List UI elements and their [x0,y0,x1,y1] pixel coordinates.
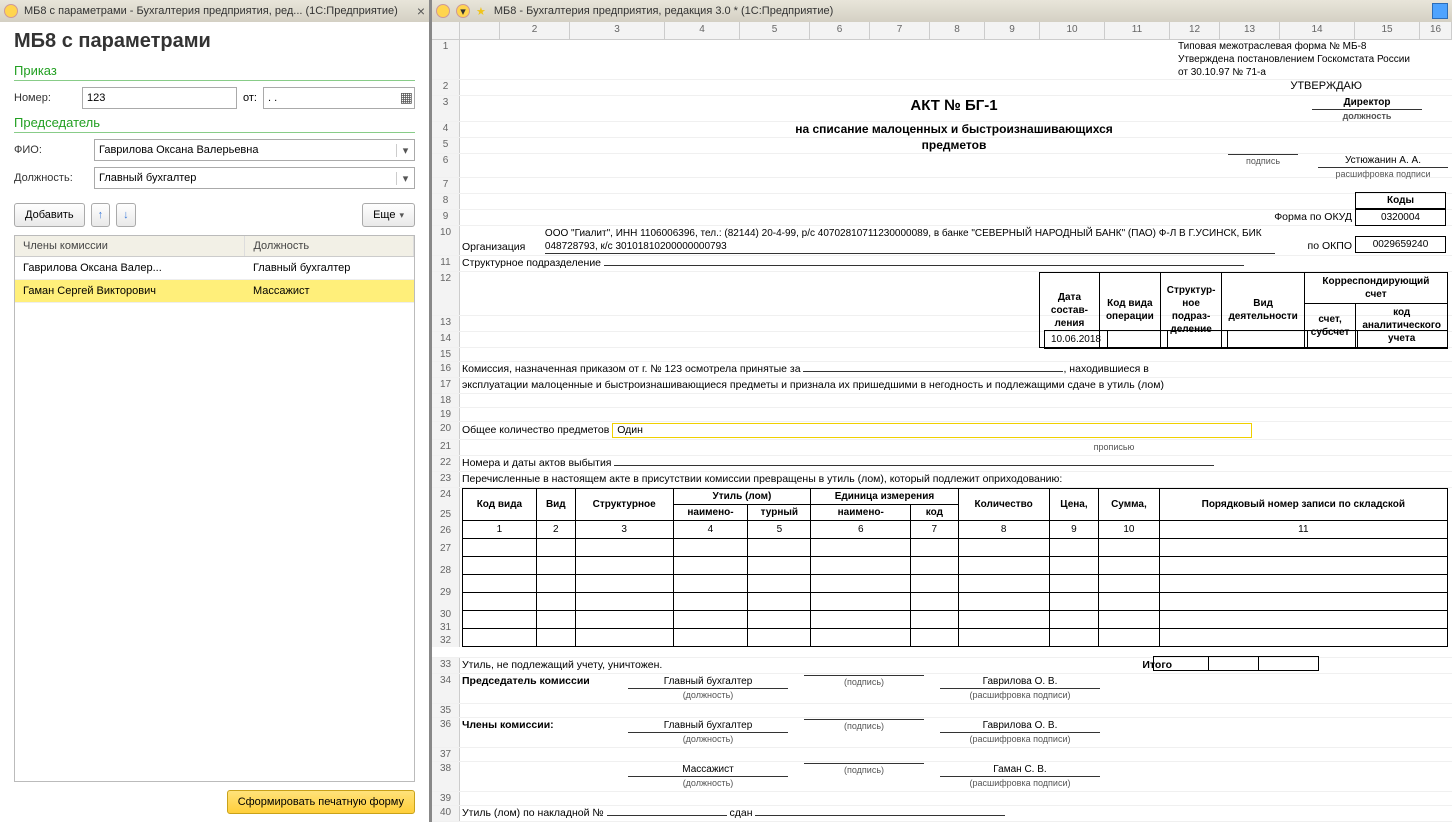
form-info: Типовая межотраслевая форма № МБ-8 [1178,40,1448,53]
members-grid[interactable]: Члены комиссии Должность Гаврилова Оксан… [14,235,415,782]
scrap-destroyed: Утиль, не подлежащий учету, уничтожен. [462,659,662,671]
form-info: от 30.10.97 № 71-а [1178,66,1448,79]
left-content: МБ8 с параметрами Приказ Номер: от: ▦ Пр… [0,22,429,822]
page-title: МБ8 с параметрами [14,30,415,53]
act-title: АКТ № БГ-1 [910,97,997,114]
right-titlebar: ▾ ★ МБ8 - Бухгалтерия предприятия, редак… [432,0,1452,22]
table-row[interactable]: Гаврилова Оксана Валер... Главный бухгал… [15,257,414,280]
org-text: ООО "Гиалит", ИНН 1106006396, тел.: (821… [545,227,1275,254]
okud-value: 0320004 [1356,210,1446,226]
save-icon[interactable] [1432,3,1448,19]
okpo-label: по ОКПО [1308,240,1352,253]
input-date[interactable] [263,87,415,109]
waybill-label: Утиль (лом) по накладной № [462,807,604,819]
left-titlebar: МБ8 с параметрами - Бухгалтерия предприя… [0,0,429,22]
dropdown-icon[interactable]: ▾ [456,4,470,18]
left-window-title: МБ8 с параметрами - Бухгалтерия предприя… [24,5,398,17]
total-items-label: Общее количество предметов [462,424,609,436]
act-subtitle: предметов [922,138,987,152]
arrow-down-icon [123,209,129,221]
org-label: Организация [462,227,542,254]
move-up-button[interactable] [91,203,111,227]
arrow-up-icon [98,209,104,221]
app-icon [436,4,450,18]
approver-name: Устюжанин А. А. [1318,154,1448,168]
label-fio: ФИО: [14,144,88,156]
label-position: Должность: [14,172,88,184]
more-button[interactable]: Еще ▾ [362,203,415,227]
table-row[interactable]: Гаман Сергей Викторович Массажист [15,280,414,303]
meta-date: 10.06.2018 [1044,331,1107,349]
left-window: МБ8 с параметрами - Бухгалтерия предприя… [0,0,432,822]
label-number: Номер: [14,92,76,104]
star-icon[interactable]: ★ [476,5,486,18]
section-order: Приказ [14,63,415,81]
ruler-empty [460,22,500,39]
okud-label: Форма по ОКУД [1274,211,1352,224]
chevron-down-icon[interactable]: ▾ [396,172,414,185]
input-number[interactable] [82,87,237,109]
act-numbers-label: Номера и даты актов выбытия [462,457,612,469]
commission-text: Комиссия, назначенная приказом от г. № 1… [462,363,803,375]
combo-fio[interactable]: Гаврилова Оксана Валерьевна ▾ [94,139,415,161]
right-window: ▾ ★ МБ8 - Бухгалтерия предприятия, редак… [432,0,1452,822]
section-chairman: Председатель [14,115,415,133]
main-table: Код вида Вид Структурное Утиль (лом) Еди… [462,488,1448,647]
chairman-label: Председатель комиссии [462,675,612,702]
label-from: от: [243,92,257,104]
director-position: Директор [1312,96,1422,110]
combo-fio-value: Гаврилова Оксана Валерьевна [99,144,258,156]
codes-header: Коды [1356,193,1446,209]
combo-position[interactable]: Главный бухгалтер ▾ [94,167,415,189]
col-position[interactable]: Должность [245,236,414,257]
commission-text: эксплуатации малоценные и быстроизнашива… [462,379,1164,391]
okpo-value: 0029659240 [1356,237,1446,253]
generate-button[interactable]: Сформировать печатную форму [227,790,415,814]
total-items-value[interactable]: Один [612,423,1252,438]
close-icon[interactable]: × [417,3,425,19]
calendar-icon[interactable]: ▦ [400,89,413,106]
app-icon [4,4,18,18]
chevron-down-icon: ▾ [399,210,404,221]
combo-position-value: Главный бухгалтер [99,172,196,184]
spreadsheet-body[interactable]: 1 Типовая межотраслевая форма № МБ-8 Утв… [432,40,1452,822]
members-label: Члены комиссии: [462,719,612,746]
act-subtitle: на списание малоценных и быстроизнашиваю… [795,122,1113,136]
approve-label: УТВЕРЖДАЮ [1290,80,1362,92]
add-button[interactable]: Добавить [14,203,85,227]
right-window-title: МБ8 - Бухгалтерия предприятия, редакция … [494,5,833,17]
struct-label: Структурное подразделение [462,257,601,269]
form-info: Утверждена постановлением Госкомстата Ро… [1178,53,1448,66]
listed-label: Перечисленные в настоящем акте в присутс… [462,473,1062,485]
move-down-button[interactable] [116,203,136,227]
column-ruler: 2 3 4 5 6 7 8 9 10 11 12 13 14 15 16 [432,22,1452,40]
col-member[interactable]: Члены комиссии [15,236,245,257]
chevron-down-icon[interactable]: ▾ [396,144,414,157]
